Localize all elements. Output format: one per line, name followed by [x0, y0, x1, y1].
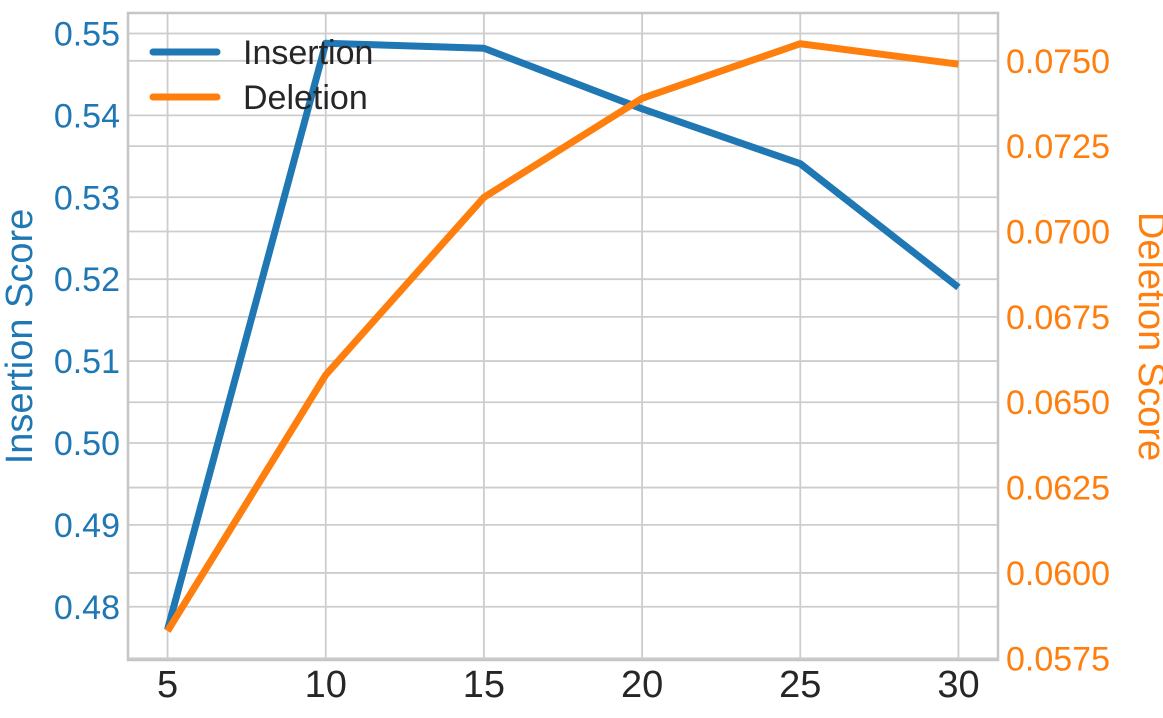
left-y-tick-label: 0.50 — [54, 425, 120, 463]
right-y-tick-label: 0.0750 — [1006, 43, 1110, 81]
legend-label-deletion: Deletion — [243, 79, 368, 117]
series-line-insertion — [164, 39, 961, 631]
right-y-tick-label: 0.0625 — [1006, 470, 1110, 508]
legend-label-insertion: Insertion — [243, 34, 373, 72]
left-axis-title: Insertion Score — [0, 209, 41, 465]
left-y-tick-label: 0.51 — [54, 343, 120, 381]
left-y-tick-label: 0.52 — [54, 261, 120, 299]
left-y-tick-label: 0.55 — [54, 15, 120, 53]
left-y-tick-label: 0.53 — [54, 179, 120, 217]
right-y-tick-label: 0.0725 — [1006, 128, 1110, 166]
grid — [128, 13, 998, 660]
right-y-tick-label: 0.0650 — [1006, 384, 1110, 422]
x-tick-label: 20 — [621, 664, 663, 706]
left-y-tick-label: 0.48 — [54, 589, 120, 627]
x-tick-label: 5 — [157, 664, 178, 706]
right-y-tick-label: 0.0700 — [1006, 214, 1110, 252]
right-axis-title: Deletion Score — [1130, 212, 1163, 461]
plot-area — [128, 13, 998, 660]
left-y-tick-label: 0.54 — [54, 97, 120, 135]
right-y-tick-label: 0.0575 — [1006, 640, 1110, 678]
x-tick-label: 10 — [305, 664, 347, 706]
x-tick-label: 25 — [779, 664, 821, 706]
left-y-tick-label: 0.49 — [54, 507, 120, 545]
legend: Insertion Deletion — [149, 34, 373, 117]
x-tick-label: 30 — [937, 664, 979, 706]
series-line-deletion — [164, 40, 959, 633]
right-y-tick-label: 0.0675 — [1006, 299, 1110, 337]
right-y-tick-label: 0.0600 — [1006, 555, 1110, 593]
axes-spines — [126, 11, 1000, 662]
x-tick-label: 15 — [463, 664, 505, 706]
